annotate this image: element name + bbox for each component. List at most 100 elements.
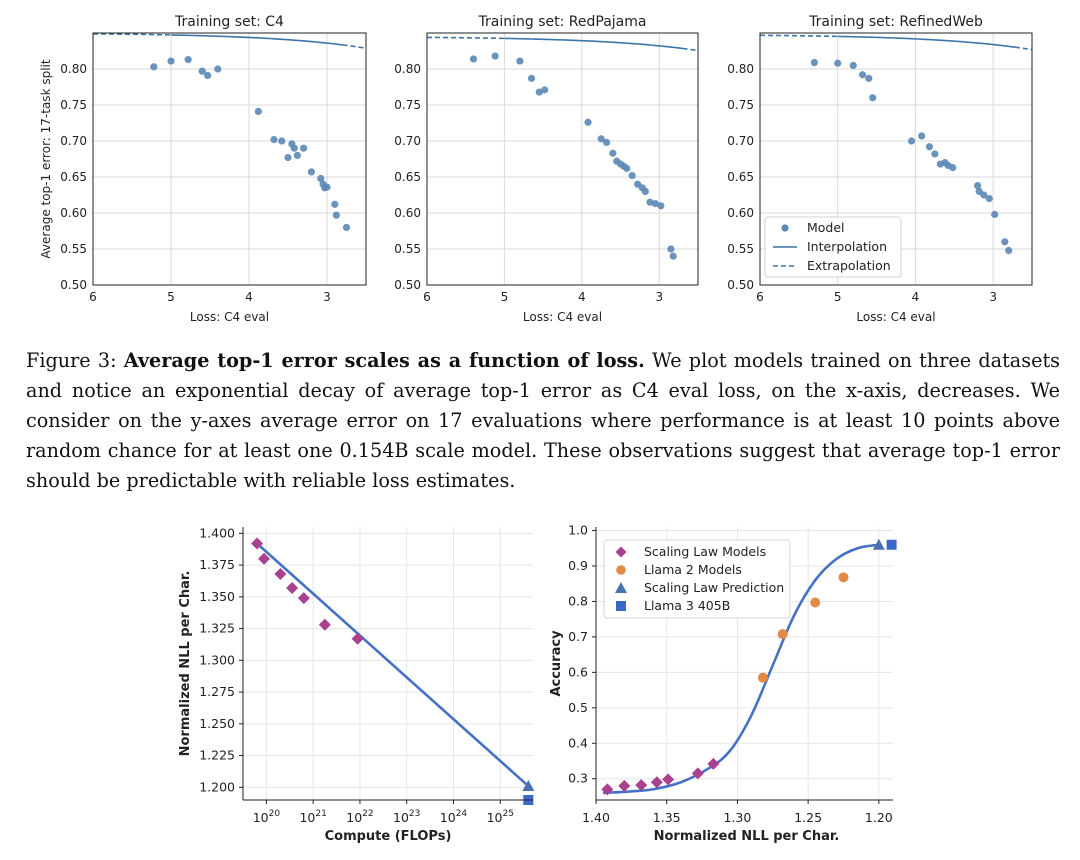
llama2-model-marker — [838, 572, 849, 583]
llama2-model-marker — [777, 629, 788, 640]
scaling-law-model-marker — [258, 552, 271, 565]
x-tick-label: 1.40 — [582, 810, 610, 825]
legend-box — [764, 216, 902, 278]
data-point — [331, 200, 339, 208]
y-axis-label: Normalized NLL per Char. — [178, 571, 193, 757]
extrapolation-line — [759, 34, 838, 38]
plot-frame — [92, 32, 367, 286]
chart-c4: 6 5 4 3 0.50 0.55 0.60 0.65 0.70 0.75 0.80 Training… — [39, 14, 367, 324]
scaling-law-model-marker — [618, 779, 631, 792]
data-point — [469, 55, 478, 63]
data-point — [628, 171, 636, 180]
x-tick-label: 6 — [423, 290, 431, 304]
legend-llama3-label: Llama 3 405B — [644, 598, 730, 613]
y-tick-label: 1.200 — [199, 779, 235, 794]
x-tick-label: 1.35 — [653, 810, 681, 825]
data-point — [834, 59, 842, 67]
data-point — [584, 118, 592, 126]
data-point — [1001, 238, 1009, 246]
data-point — [980, 191, 988, 199]
data-point — [535, 88, 543, 96]
scaling-law-model-marker — [601, 783, 614, 796]
scaling-law-prediction-marker — [522, 780, 535, 792]
y-axis-label: Average top-1 error: 17-task split — [39, 59, 53, 258]
data-point — [657, 202, 665, 210]
data-point — [204, 71, 212, 80]
y-tick-label: 0.9 — [568, 558, 588, 573]
x-tick-label: 5 — [167, 290, 175, 304]
y-tick-label: 0.70 — [727, 134, 754, 148]
data-point — [307, 168, 315, 176]
x-tick-label: 1022 — [346, 809, 373, 825]
y-tick-label: 0.3 — [568, 771, 588, 786]
scaling-law-model-marker — [635, 779, 648, 792]
chart-nll-vs-compute: 1020 1021 1022 1023 1024 1025 1.200 1.225 1.250 1… — [178, 525, 535, 844]
data-point — [491, 52, 499, 60]
caption-body: We plot models trained on three datasets… — [26, 349, 1061, 492]
x-tick-label: 1.30 — [724, 810, 752, 825]
scaling-law-model-marker — [662, 773, 675, 786]
y-tick-label: 0.60 — [394, 206, 421, 220]
figure-caption: Figure 3: Average top-1 error scales as … — [26, 346, 1060, 496]
interpolation-line — [170, 34, 343, 46]
data-point — [342, 223, 351, 231]
legend-extrapolation-label: Extrapolation — [807, 258, 891, 273]
y-tick-label: 0.80 — [727, 62, 754, 76]
y-axis-label: Accuracy — [549, 630, 564, 697]
data-point — [290, 144, 298, 152]
x-tick-label: 3 — [323, 290, 331, 304]
scaling-law-model-marker — [351, 632, 364, 645]
x-tick-label: 6 — [89, 290, 97, 304]
extrapolation-line — [682, 47, 699, 52]
x-axis-label: Normalized NLL per Char. — [654, 829, 840, 844]
y-tick-label: 0.55 — [727, 242, 754, 256]
x-axis-label: Loss: C4 eval — [523, 310, 602, 324]
y-tick-label: 0.5 — [568, 700, 588, 715]
x-tick-label: 1023 — [393, 809, 420, 825]
data-point — [541, 86, 549, 94]
scaling-law-model-marker — [691, 767, 704, 780]
legend-llama3-marker — [616, 601, 626, 611]
chart-title: Training set: C4 — [174, 14, 284, 30]
y-tick-label: 0.50 — [394, 278, 421, 292]
data-point — [198, 67, 206, 75]
data-point — [323, 183, 331, 191]
extrapolation-line — [426, 36, 505, 40]
y-tick-label: 0.80 — [60, 62, 87, 76]
scaling-law-model-marker — [318, 618, 331, 631]
y-tick-label: 1.275 — [199, 684, 235, 699]
x-tick-label: 5 — [501, 290, 509, 304]
scaling-law-prediction-marker — [872, 538, 885, 550]
data-point — [609, 149, 617, 157]
scaling-law-model-marker — [274, 567, 287, 580]
data-point — [623, 164, 631, 172]
y-tick-label: 0.75 — [394, 98, 421, 112]
data-point — [810, 58, 819, 67]
y-tick-label: 1.225 — [199, 748, 235, 763]
legend-model-marker — [781, 224, 789, 232]
data-point — [300, 144, 308, 152]
x-tick-label: 4 — [245, 290, 253, 304]
data-point — [597, 135, 605, 143]
y-tick-label: 0.65 — [60, 170, 87, 184]
x-tick-label: 1.25 — [794, 810, 822, 825]
legend-llama2-marker — [616, 565, 626, 575]
caption-title: Average top-1 error scales as a function… — [123, 349, 645, 372]
scaling-law-model-marker — [297, 592, 310, 605]
data-point — [641, 187, 649, 195]
data-point — [949, 164, 957, 172]
y-tick-label: 1.0 — [568, 523, 588, 538]
llama2-model-marker — [810, 597, 821, 608]
legend-model-label: Model — [807, 220, 845, 235]
data-point — [278, 137, 286, 145]
data-point — [651, 200, 660, 208]
data-point — [669, 252, 677, 260]
extrapolation-line — [1014, 46, 1033, 51]
x-tick-label: 3 — [989, 290, 997, 304]
data-point — [858, 71, 867, 79]
x-tick-label: 1021 — [299, 809, 326, 825]
data-point — [991, 210, 999, 219]
data-point — [865, 74, 873, 82]
chart-redpajama: 6 5 4 3 0.50 0.55 0.60 0.65 0.70 0.75 0.80 Training… — [394, 14, 699, 324]
